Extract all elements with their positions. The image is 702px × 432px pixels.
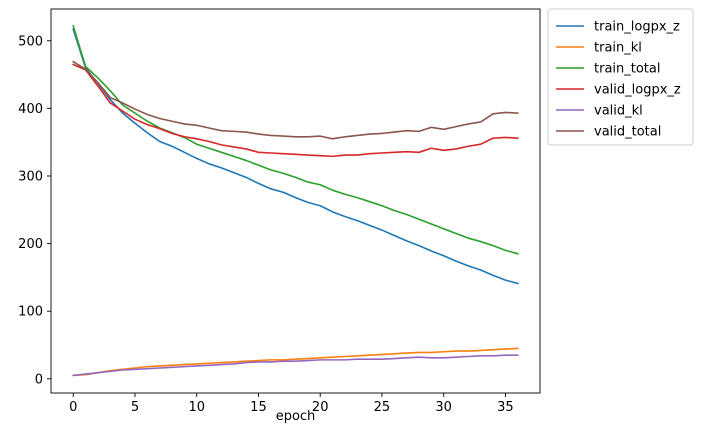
legend-label-valid-total: valid_total <box>594 125 661 140</box>
x-tick-label: 5 <box>131 400 139 415</box>
series-line-train-logpx-z <box>72 28 519 285</box>
plot-lines <box>72 24 519 377</box>
x-tick-label: 10 <box>188 400 205 415</box>
x-tick-label: 25 <box>374 400 391 415</box>
series-line-valid-kl <box>72 354 519 377</box>
series-line-valid-logpx-z <box>72 63 519 158</box>
legend-label-train-total: train_total <box>594 62 661 77</box>
x-tick-label: 20 <box>312 400 329 415</box>
legend-label-valid-logpx-z: valid_logpx_z <box>594 83 681 98</box>
legend-label-train-logpx-z: train_logpx_z <box>594 20 680 35</box>
y-tick-label: 100 <box>18 305 43 320</box>
series-line-valid-total <box>72 60 519 140</box>
x-axis-label: epoch <box>276 409 316 424</box>
x-tick-label: 35 <box>497 400 514 415</box>
y-tick-label: 0 <box>35 372 43 387</box>
x-tick-label: 30 <box>435 400 452 415</box>
series-line-train-total <box>72 24 519 255</box>
y-tick-label: 300 <box>18 169 43 184</box>
y-tick-label: 500 <box>18 34 43 49</box>
x-tick-label: 0 <box>69 400 77 415</box>
axes: 0 5 10 15 20 25 30 35 0 100 200 300 400 500 <box>18 8 541 415</box>
plot-frame <box>50 8 541 394</box>
x-tick-label: 15 <box>250 400 267 415</box>
legend: train_logpx_z train_kl train_total valid_lo… <box>547 8 694 146</box>
legend-label-valid-kl: valid_kl <box>594 104 643 119</box>
legend-label-train-kl: train_kl <box>594 41 642 56</box>
y-tick-label: 400 <box>18 102 43 117</box>
series-line-train-kl <box>72 347 519 377</box>
y-tick-label: 200 <box>18 237 43 252</box>
legend-box <box>547 8 694 146</box>
